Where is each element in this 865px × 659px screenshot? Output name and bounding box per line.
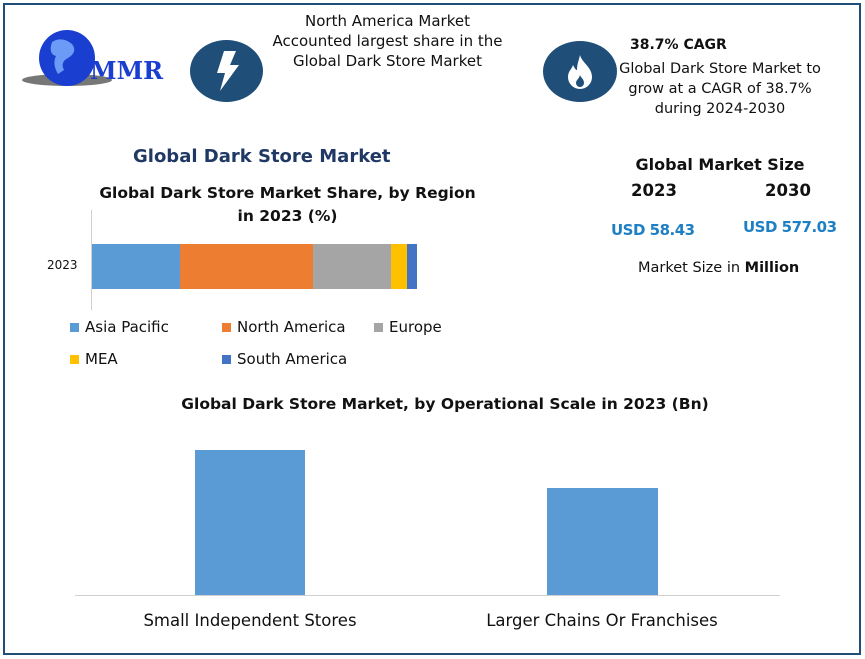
market-size-note: Market Size in Million	[638, 260, 799, 276]
bar-segment-north-america	[179, 244, 313, 289]
cagr-title: 38.7% CAGR	[630, 37, 727, 53]
x-tick-label: Small Independent Stores	[143, 611, 357, 630]
highlight2-line: during 2024-2030	[654, 101, 786, 117]
y-tick-label: 2023	[47, 258, 78, 272]
value-2023: USD 58.43	[611, 221, 695, 239]
y-axis-line	[91, 210, 92, 310]
lightning-icon	[190, 40, 263, 102]
highlight1-line: Global Dark Store Market	[293, 52, 482, 70]
legend-label: Europe	[389, 318, 442, 336]
legend-label: Asia Pacific	[85, 318, 169, 336]
logo: MMR	[12, 22, 172, 92]
scale-chart-title: Global Dark Store Market, by Operational…	[181, 395, 709, 413]
highlight2-line: Global Dark Store Market to	[619, 61, 821, 77]
bar-larger-chains	[547, 487, 658, 595]
legend-item: North America	[222, 318, 346, 336]
frame	[3, 3, 861, 655]
highlight1-line: North America Market	[305, 12, 470, 30]
legend-item: Europe	[374, 318, 442, 336]
year-2030: 2030	[765, 181, 811, 200]
legend-label: MEA	[85, 350, 118, 368]
legend-swatch	[222, 322, 231, 332]
legend-swatch	[222, 354, 231, 364]
legend-label: South America	[237, 350, 348, 368]
bar-segment-south-america	[407, 244, 417, 289]
bar-segment-mea	[391, 244, 408, 289]
value-2030: USD 577.03	[743, 218, 837, 236]
main-title: Global Dark Store Market	[133, 146, 391, 167]
legend-label: North America	[237, 318, 346, 336]
x-tick-label: Larger Chains Or Franchises	[486, 611, 718, 630]
x-axis-line	[75, 595, 780, 596]
note-unit: Million	[744, 260, 800, 276]
logo-text: MMR	[90, 56, 164, 85]
legend-swatch	[70, 354, 79, 364]
year-2023: 2023	[631, 181, 677, 200]
highlight2-line: grow at a CAGR of 38.7%	[628, 81, 812, 97]
legend-item: Asia Pacific	[70, 318, 169, 336]
stacked-bar	[92, 244, 417, 289]
bar-segment-europe	[313, 244, 391, 289]
region-chart-title: Global Dark Store Market Share, by Regio…	[99, 184, 476, 202]
legend-item: MEA	[70, 350, 118, 368]
flame-icon	[543, 41, 617, 102]
note-prefix: Market Size in	[638, 260, 745, 276]
legend-item: South America	[222, 350, 347, 368]
bar-small-independent-stores	[195, 450, 305, 595]
region-chart-title-2: in 2023 (%)	[237, 207, 338, 225]
legend-swatch	[374, 322, 383, 332]
market-size-title: Global Market Size	[635, 155, 805, 174]
bar-segment-asia-pacific	[92, 244, 180, 289]
legend-swatch	[70, 322, 79, 332]
highlight1-line: Accounted largest share in the	[272, 32, 503, 50]
